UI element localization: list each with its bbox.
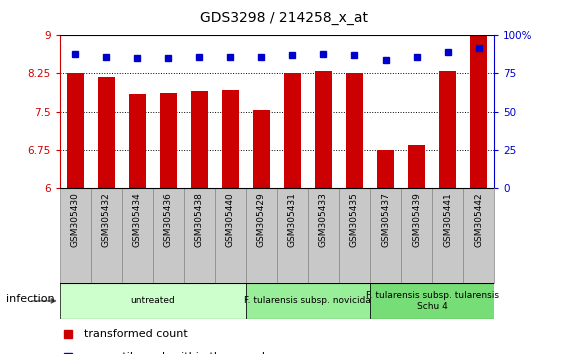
- Bar: [277, 188, 308, 283]
- Text: GSM305439: GSM305439: [412, 193, 421, 247]
- Text: GSM305437: GSM305437: [381, 193, 390, 247]
- Text: GSM305431: GSM305431: [288, 193, 297, 247]
- Text: GSM305429: GSM305429: [257, 193, 266, 247]
- Text: GSM305434: GSM305434: [133, 193, 142, 247]
- Text: infection: infection: [6, 294, 55, 304]
- Bar: [191, 91, 208, 188]
- Text: F. tularensis subsp. novicida: F. tularensis subsp. novicida: [244, 296, 371, 306]
- Bar: [122, 188, 153, 283]
- Bar: [91, 188, 122, 283]
- Bar: [463, 188, 494, 283]
- Bar: [284, 73, 301, 188]
- Bar: [153, 188, 184, 283]
- Bar: [60, 283, 246, 319]
- Bar: [370, 188, 401, 283]
- Text: GSM305432: GSM305432: [102, 193, 111, 247]
- Bar: [98, 77, 115, 188]
- Bar: [184, 188, 215, 283]
- Bar: [246, 188, 277, 283]
- Bar: [315, 71, 332, 188]
- Bar: [253, 110, 270, 188]
- Text: GSM305436: GSM305436: [164, 193, 173, 247]
- Bar: [346, 73, 363, 188]
- Bar: [222, 90, 239, 188]
- Text: GSM305435: GSM305435: [350, 193, 359, 247]
- Bar: [215, 188, 246, 283]
- Text: GSM305433: GSM305433: [319, 193, 328, 247]
- Bar: [160, 93, 177, 188]
- Text: GSM305438: GSM305438: [195, 193, 204, 247]
- Bar: [246, 283, 370, 319]
- Bar: [470, 35, 487, 188]
- Text: GSM305430: GSM305430: [70, 193, 80, 247]
- Bar: [308, 188, 339, 283]
- Bar: [129, 94, 146, 188]
- Text: untreated: untreated: [131, 296, 175, 306]
- Text: GDS3298 / 214258_x_at: GDS3298 / 214258_x_at: [200, 11, 368, 25]
- Text: transformed count: transformed count: [83, 329, 187, 339]
- Bar: [339, 188, 370, 283]
- Bar: [66, 73, 83, 188]
- Bar: [370, 283, 494, 319]
- Bar: [408, 145, 425, 188]
- Text: F. tularensis subsp. tularensis
Schu 4: F. tularensis subsp. tularensis Schu 4: [366, 291, 499, 310]
- Bar: [60, 188, 91, 283]
- Text: GSM305442: GSM305442: [474, 193, 483, 247]
- Text: GSM305440: GSM305440: [226, 193, 235, 247]
- Bar: [432, 188, 463, 283]
- Bar: [377, 149, 394, 188]
- Bar: [401, 188, 432, 283]
- Text: percentile rank within the sample: percentile rank within the sample: [83, 352, 272, 354]
- Bar: [439, 71, 456, 188]
- Text: GSM305441: GSM305441: [443, 193, 452, 247]
